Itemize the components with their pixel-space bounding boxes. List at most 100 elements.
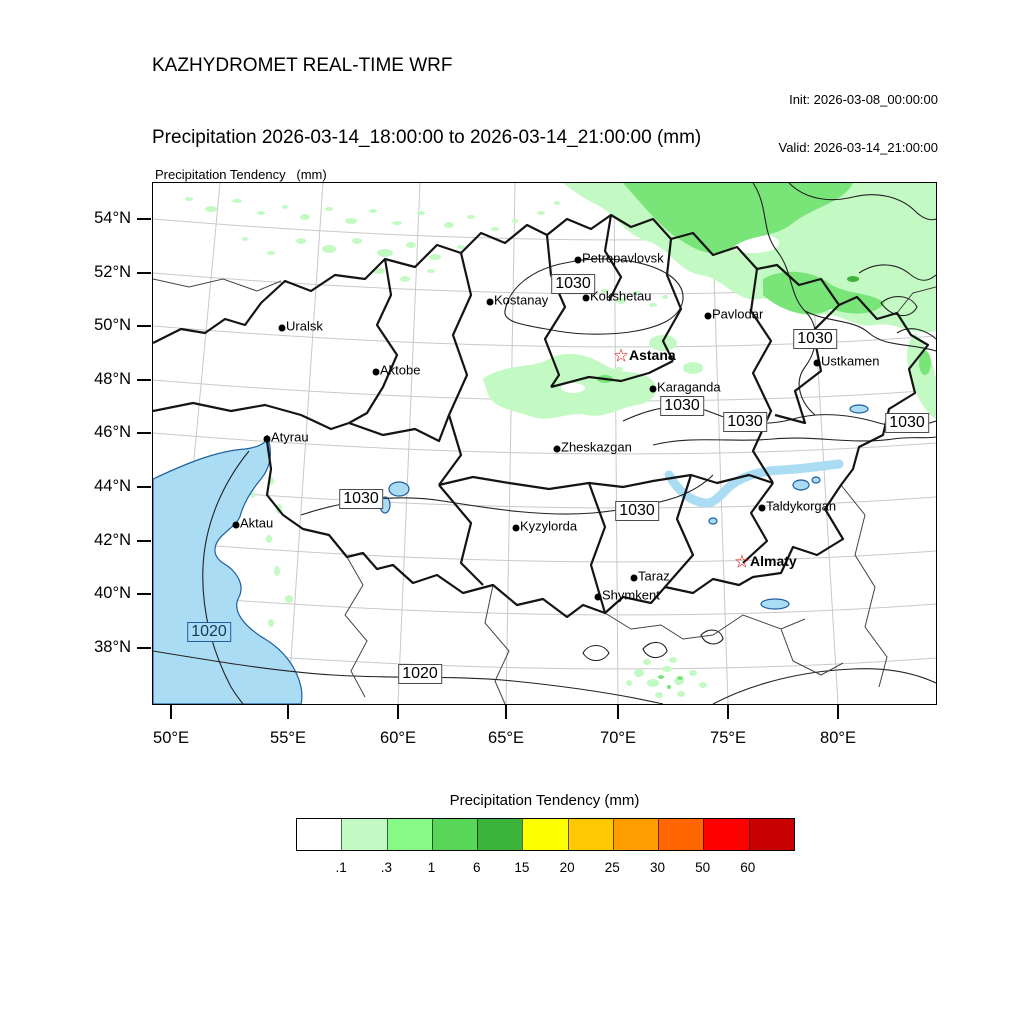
- city-label: Shymkent: [602, 587, 660, 603]
- init-time: Init: 2026-03-08_00:00:00: [789, 92, 938, 107]
- city-label: Kostanay: [494, 292, 549, 308]
- country-borders-thin: [153, 278, 936, 704]
- lat-tick: [137, 540, 151, 542]
- lat-tick: [137, 218, 151, 220]
- lake-issyk-kul: [760, 598, 790, 610]
- city-label: Kokshetau: [590, 288, 652, 304]
- lon-tick: [617, 705, 619, 719]
- lat-tick: [137, 379, 151, 381]
- lon-tick: [727, 705, 729, 719]
- oblast-borders-thick: [153, 213, 930, 619]
- city-label: Taraz: [638, 568, 670, 584]
- city-label: Almaty: [750, 553, 797, 569]
- colorbar-tick: 30: [649, 860, 665, 875]
- isobar-label-1030: 1030: [723, 412, 767, 432]
- lon-label: 80°E: [820, 729, 856, 747]
- lat-tick: [137, 272, 151, 274]
- city-label: Zheskazgan: [561, 439, 632, 455]
- colorbar-tick: 15: [514, 860, 530, 875]
- city-label: Karaganda: [657, 379, 721, 395]
- colorbar: [296, 818, 795, 851]
- lat-label: 44°N: [94, 477, 131, 495]
- colorbar-tick: 1: [427, 860, 436, 875]
- lake-balkhash: [664, 459, 844, 508]
- colorbar-tick: 6: [472, 860, 481, 875]
- isobar-label-1030: 1030: [615, 501, 659, 521]
- map-plot: 54°N 52°N 50°N 48°N 46°N 44°N 42°N 40°N 38°N 50°E…: [94, 182, 937, 747]
- isobar-label-1030: 1030: [339, 489, 383, 509]
- colorbar-tick: 20: [559, 860, 575, 875]
- colorbar-tick: .1: [335, 860, 347, 875]
- isobar-label-1030: 1030: [793, 329, 837, 349]
- run-times: Init: 2026-03-08_00:00:00 Valid: 2026-03…: [779, 60, 939, 188]
- lat-tick: [137, 486, 151, 488]
- isobar-label-1030: 1030: [551, 274, 595, 294]
- lon-tick: [397, 705, 399, 719]
- city-label: Taldykorgan: [766, 498, 837, 514]
- lat-label: 50°N: [94, 316, 131, 334]
- city-dot-icon: [630, 574, 638, 582]
- colorbar-tick: 60: [740, 860, 756, 875]
- colorbar-cell: [612, 819, 659, 850]
- precip-dark-speck: [847, 276, 859, 282]
- city-dot-icon: [372, 368, 380, 376]
- isobar-label-1020: 1020: [187, 622, 231, 642]
- map-graphics: [153, 183, 936, 704]
- colorbar-cell: [748, 819, 794, 850]
- lat-label: 46°N: [94, 423, 131, 441]
- isobar-label-1020: 1020: [398, 664, 442, 684]
- city-label: Atyrau: [271, 429, 309, 445]
- lon-label: 75°E: [710, 729, 746, 747]
- city-dot-icon: [574, 256, 582, 264]
- city-label: Ustkamen: [821, 353, 880, 369]
- city-dot-icon: [649, 385, 657, 393]
- city-dot-icon: [704, 312, 712, 320]
- lake-alakol: [792, 479, 810, 491]
- colorbar-cell: [297, 819, 342, 850]
- lon-tick: [170, 705, 172, 719]
- city-label: Pavlodar: [712, 306, 764, 322]
- lake-zaysan: [849, 404, 869, 414]
- city-dot-icon: [813, 359, 821, 367]
- page-title: KAZHYDROMET REAL-TIME WRF: [152, 55, 453, 76]
- city-dot-icon: [553, 445, 561, 453]
- colorbar-tick: 50: [695, 860, 711, 875]
- lon-label: 70°E: [600, 729, 636, 747]
- city-dot-icon: [486, 298, 494, 306]
- lat-label: 38°N: [94, 638, 131, 656]
- lon-tick: [287, 705, 289, 719]
- city-dot-icon: [278, 324, 286, 332]
- colorbar-cell: [477, 819, 523, 850]
- capital-star-icon: ☆: [612, 345, 630, 366]
- capital-star-icon: ☆: [733, 551, 751, 572]
- lat-label: 52°N: [94, 263, 131, 281]
- city-dot-icon: [263, 435, 271, 443]
- valid-time: Valid: 2026-03-14_21:00:00: [778, 140, 939, 155]
- colorbar-tick: .3: [380, 860, 392, 875]
- colorbar-cell: [567, 819, 613, 850]
- city-label: Aktau: [240, 515, 274, 531]
- isobar-label-1030: 1030: [885, 413, 929, 433]
- city-dot-icon: [232, 521, 240, 529]
- colorbar-cell: [386, 819, 432, 850]
- lon-tick: [837, 705, 839, 719]
- colorbar-title: Precipitation Tendency (mm): [449, 792, 640, 809]
- lon-tick: [505, 705, 507, 719]
- colorbar-cell: [522, 819, 568, 850]
- colorbar-tick: 25: [604, 860, 620, 875]
- city-label: Petropavlovsk: [582, 250, 664, 266]
- lat-tick: [137, 593, 151, 595]
- city-dot-icon: [758, 504, 766, 512]
- isobar-label-1030: 1030: [660, 396, 704, 416]
- colorbar-cell: [703, 819, 749, 850]
- lon-label: 55°E: [270, 729, 306, 747]
- city-label: Kyzylorda: [520, 518, 578, 534]
- city-dot-icon: [512, 524, 520, 532]
- city-label: Astana: [629, 347, 676, 363]
- lat-label: 48°N: [94, 370, 131, 388]
- colorbar-tick-labels: .1 .3 1 6 15 20 25 30 50 60: [296, 860, 793, 878]
- lat-tick: [137, 325, 151, 327]
- subtitle-precipitation: Precipitation 2026-03-14_18:00:00 to 202…: [152, 127, 702, 148]
- aral-sea: [388, 481, 410, 497]
